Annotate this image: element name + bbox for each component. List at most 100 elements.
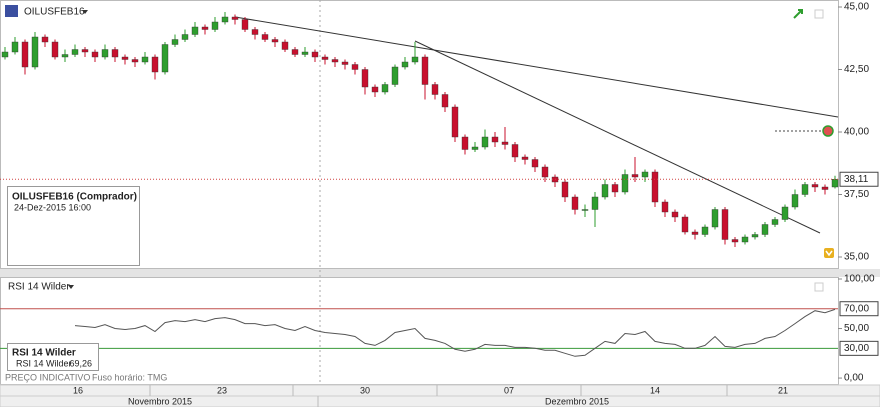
candle-body [401, 61, 409, 68]
last-price-label: 38,11 [844, 174, 869, 185]
candle-body [611, 184, 619, 193]
candle-body [571, 196, 579, 210]
x-tick-label: 30 [360, 385, 370, 395]
candle-body [721, 209, 729, 240]
alert-icon[interactable] [822, 125, 834, 137]
rsi-info-label: RSI 14 Wilder [16, 358, 72, 368]
candle-body [231, 16, 239, 20]
candle-body [351, 64, 359, 70]
candle-body [171, 39, 179, 45]
candle-body [661, 201, 669, 213]
candle-body [791, 194, 799, 208]
trend-icon[interactable] [793, 9, 803, 19]
info-box: OILUSFEB16 (Comprador) 24-Dez-2015 16:00 [7, 186, 140, 266]
rsi-info-frame [7, 343, 99, 371]
candle-body [221, 16, 229, 23]
symbol-icon [5, 5, 18, 17]
candle-body [601, 184, 609, 198]
candle-body [411, 56, 419, 63]
candle-body [631, 174, 639, 178]
candle-body [481, 136, 489, 148]
y-tick-label: 42,50 [844, 64, 869, 75]
footer-price: PREÇO INDICATIVO [5, 372, 90, 382]
candle-body [281, 41, 289, 50]
candle-body [751, 234, 759, 238]
panel-icon[interactable] [814, 9, 824, 19]
symbol-title[interactable]: OILUSFEB16 [24, 7, 85, 18]
y-tick-label: 35,00 [844, 252, 869, 263]
trend-line [234, 16, 839, 118]
candle-body [821, 186, 829, 190]
dropdown-arrow[interactable] [68, 285, 74, 289]
candle-body [831, 179, 839, 188]
candle-body [301, 51, 309, 55]
y-tick-label: 0,00 [844, 373, 864, 384]
candle-body [541, 166, 549, 178]
dropdown-arrow[interactable] [82, 10, 88, 14]
candle-body [51, 41, 59, 58]
candle-body [811, 184, 819, 188]
candle-body [491, 136, 499, 143]
main-panel [0, 0, 839, 269]
month-label: Dezembro 2015 [545, 396, 609, 406]
x-tick-label: 23 [217, 385, 227, 395]
panel-icon[interactable] [814, 282, 824, 292]
candle-body [111, 49, 119, 58]
candle-body [161, 44, 169, 73]
candle-body [771, 219, 779, 225]
arrow-glyph [825, 250, 833, 257]
x-tick-label: 14 [650, 385, 660, 395]
candle-body [641, 171, 649, 178]
trend-line [414, 40, 821, 234]
arrow-icon[interactable] [824, 248, 834, 258]
candle-body [191, 26, 199, 35]
x-tick-label: 21 [778, 385, 788, 395]
candle-body [621, 174, 629, 193]
candle-body [31, 36, 39, 68]
y-tick-label: 37,50 [844, 189, 869, 200]
rsi-info-value: 69,26 [69, 358, 92, 368]
candle-body [151, 56, 159, 73]
candle-body [801, 184, 809, 195]
candle-body [511, 144, 519, 158]
candle-body [11, 41, 19, 53]
candle-body [361, 69, 369, 88]
candle-body [591, 196, 599, 210]
level-tag [839, 301, 879, 317]
candle-body [81, 49, 89, 53]
level-label: 70,00 [844, 303, 869, 314]
candle-body [61, 54, 69, 58]
candle-body [101, 49, 109, 58]
candle-body [691, 231, 699, 235]
x-tick-label: 16 [73, 385, 83, 395]
last-price-tag [839, 171, 879, 187]
candle-body [241, 19, 249, 30]
rsi-line [74, 308, 836, 357]
info-box-frame [7, 186, 140, 266]
candle-body [531, 159, 539, 168]
candle-body [701, 226, 709, 235]
candle-body [341, 61, 349, 65]
candle-body [91, 51, 99, 58]
candle-body [451, 106, 459, 138]
candle-body [711, 209, 719, 228]
x-tick-label: 07 [504, 385, 514, 395]
candle-body [761, 224, 769, 235]
axis-separators [149, 385, 728, 407]
candle-body [271, 39, 279, 43]
footer-timezone: Fuso horário: TMG [92, 372, 167, 382]
candle-body [731, 239, 739, 243]
y-tick-label: 100,00 [844, 274, 875, 285]
candle-body [211, 21, 219, 30]
rsi-title[interactable]: RSI 14 Wilder [8, 282, 70, 293]
rsi-info-title: RSI 14 Wilder [12, 348, 76, 359]
y-tick-label: 45,00 [844, 2, 869, 13]
candle-body [561, 181, 569, 198]
candle-body [121, 56, 129, 60]
y-tick-label: 40,00 [844, 127, 869, 138]
candle-body [261, 34, 269, 40]
